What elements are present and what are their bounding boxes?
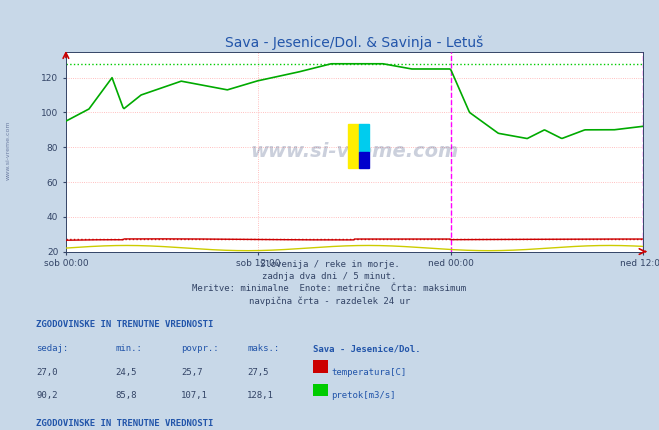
Text: sedaj:: sedaj: (36, 344, 69, 353)
Text: 24,5: 24,5 (115, 368, 137, 377)
Title: Sava - Jesenice/Dol. & Savinja - Letuš: Sava - Jesenice/Dol. & Savinja - Letuš (225, 36, 483, 50)
Text: 128,1: 128,1 (247, 391, 274, 400)
Text: navpična črta - razdelek 24 ur: navpična črta - razdelek 24 ur (249, 296, 410, 306)
Text: temperatura[C]: temperatura[C] (331, 368, 407, 377)
Text: zadnja dva dni / 5 minut.: zadnja dva dni / 5 minut. (262, 272, 397, 281)
Text: Sava - Jesenice/Dol.: Sava - Jesenice/Dol. (313, 344, 420, 353)
Text: ZGODOVINSKE IN TRENUTNE VREDNOSTI: ZGODOVINSKE IN TRENUTNE VREDNOSTI (36, 419, 214, 428)
Text: 107,1: 107,1 (181, 391, 208, 400)
Bar (349, 123, 358, 168)
Text: ZGODOVINSKE IN TRENUTNE VREDNOSTI: ZGODOVINSKE IN TRENUTNE VREDNOSTI (36, 320, 214, 329)
Text: povpr.:: povpr.: (181, 344, 219, 353)
Text: Meritve: minimalne  Enote: metrične  Črta: maksimum: Meritve: minimalne Enote: metrične Črta:… (192, 284, 467, 293)
Text: 85,8: 85,8 (115, 391, 137, 400)
Text: Slovenija / reke in morje.: Slovenija / reke in morje. (260, 260, 399, 269)
Text: min.:: min.: (115, 344, 142, 353)
Text: 27,0: 27,0 (36, 368, 58, 377)
Text: www.si-vreme.com: www.si-vreme.com (250, 142, 459, 161)
Text: 90,2: 90,2 (36, 391, 58, 400)
Text: www.si-vreme.com: www.si-vreme.com (5, 121, 11, 180)
Bar (358, 123, 369, 152)
Text: 27,5: 27,5 (247, 368, 269, 377)
Text: pretok[m3/s]: pretok[m3/s] (331, 391, 396, 400)
Bar (358, 152, 369, 168)
Text: maks.:: maks.: (247, 344, 279, 353)
Text: 25,7: 25,7 (181, 368, 203, 377)
